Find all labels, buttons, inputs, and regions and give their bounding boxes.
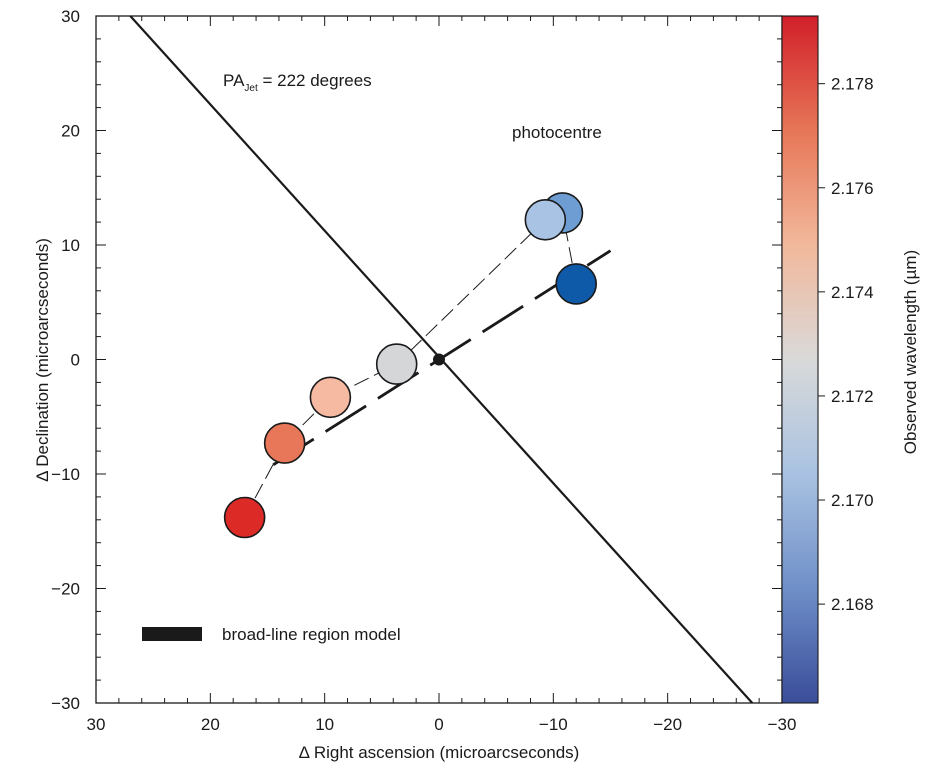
y-tick-label: 20: [61, 122, 80, 141]
y-tick-label: 30: [61, 7, 80, 26]
y-tick-label: 10: [61, 236, 80, 255]
colorbar-tick-label: 2.168: [831, 595, 874, 614]
x-tick-label: 30: [87, 715, 106, 734]
y-tick-label: 0: [71, 351, 80, 370]
colorbar-gradient: [781, 15, 819, 704]
x-tick-label: −10: [539, 715, 568, 734]
pa-subscript: Jet: [244, 83, 258, 94]
colorbar-tick-label: 2.172: [831, 387, 874, 406]
photocentre-point: [309, 376, 352, 419]
origin-marker: [433, 353, 445, 366]
tick-labels: 30 20 10 0 −10 −20 −30 30 20 10 0 −10 −20 −30: [51, 7, 796, 734]
colorbar-tick-label: 2.178: [831, 75, 874, 94]
photocentre-point: [555, 263, 598, 305]
photocentre-points: [223, 192, 598, 539]
x-tick-label: −20: [653, 715, 682, 734]
photocentre-point: [524, 199, 567, 241]
x-axis-title: Δ Right ascension (microarcseconds): [299, 743, 580, 762]
legend-label: broad-line region model: [222, 625, 401, 644]
x-tick-label: 0: [434, 715, 443, 734]
x-tick-label: 20: [201, 715, 220, 734]
photocentre-point: [375, 343, 418, 385]
y-tick-label: −30: [51, 694, 80, 713]
y-tick-label: −10: [51, 465, 80, 484]
colorbar-tick-label: 2.176: [831, 179, 874, 198]
pa-jet-annotation: PAJet = 222 degrees: [223, 71, 372, 94]
colorbar-tick-label: 2.170: [831, 491, 874, 510]
colorbar-title: Observed wavelength (µm): [901, 250, 920, 454]
x-tick-label: −30: [768, 715, 797, 734]
photocentre-point: [223, 496, 266, 539]
photocentre-annotation: photocentre: [512, 123, 602, 142]
legend-swatch: [142, 627, 202, 641]
pa-main: PA: [223, 71, 245, 90]
photocentre-point: [263, 422, 306, 464]
y-tick-label: −20: [51, 580, 80, 599]
colorbar-tick-label: 2.174: [831, 283, 874, 302]
colorbar-ticks: 2.168 2.170 2.172 2.174 2.176 2.178: [818, 75, 874, 614]
y-axis-title: Δ Declination (microarcseconds): [33, 238, 52, 482]
legend: broad-line region model: [142, 625, 401, 644]
pa-value: = 222 degrees: [258, 71, 372, 90]
colorbar: 2.168 2.170 2.172 2.174 2.176 2.178 Observed …: [781, 15, 920, 704]
x-tick-label: 10: [315, 715, 334, 734]
tick-marks: [95, 15, 783, 704]
